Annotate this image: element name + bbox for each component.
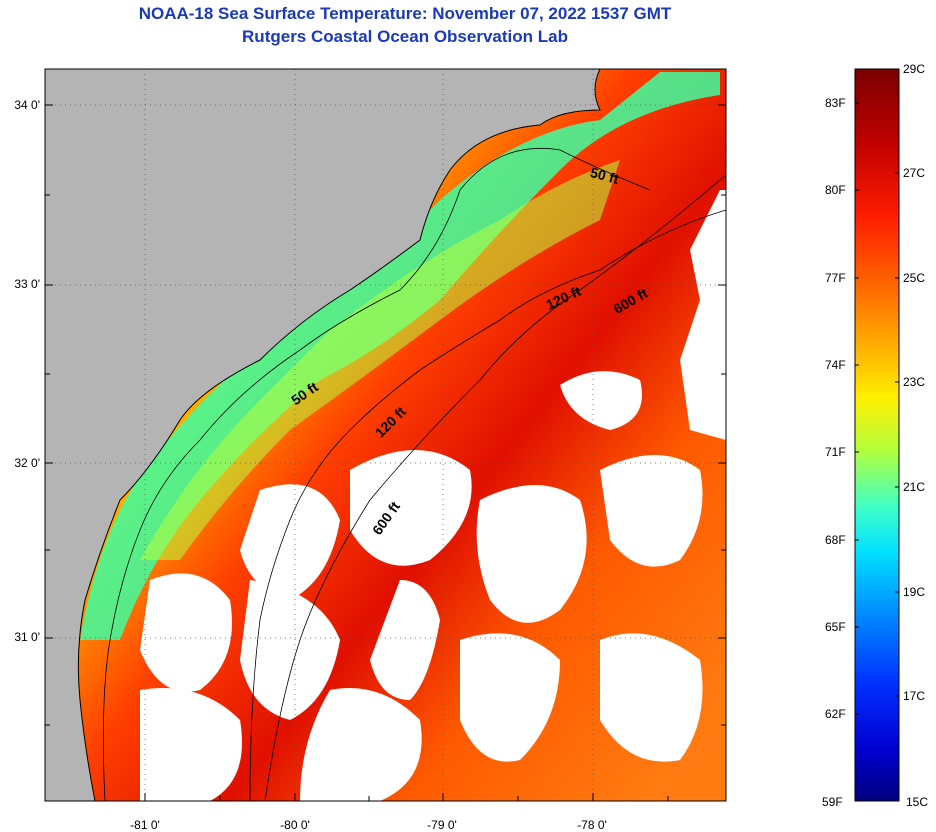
nearshore-green-band xyxy=(140,160,620,560)
map-title: NOAA-18 Sea Surface Temperature: Novembe… xyxy=(138,4,672,23)
lat-label-32: 32 0' xyxy=(14,456,40,470)
lon-label-80: -80 0' xyxy=(280,818,310,832)
coastline xyxy=(77,69,601,801)
colorbar-c-25: 25C xyxy=(903,271,926,285)
map-graticule xyxy=(45,69,726,801)
isobath-50ft xyxy=(102,147,651,801)
colorbar-c-23: 23C xyxy=(903,375,926,389)
colorbar-f-77: 77F xyxy=(825,271,846,285)
colorbar-c-19: 19C xyxy=(903,585,926,599)
colorbar-f-62: 62F xyxy=(825,707,846,721)
colorbar-f-74: 74F xyxy=(825,358,846,372)
cloud-mask xyxy=(140,190,726,801)
lat-label-34: 34 0' xyxy=(14,98,40,112)
lon-label-81: -81 0' xyxy=(130,818,160,832)
map-frame xyxy=(44,68,727,802)
colorbar xyxy=(854,68,900,802)
colorbar-c-15: 15C xyxy=(906,795,929,809)
isobath-120ft xyxy=(249,209,726,801)
colorbar-c-29: 29C xyxy=(903,62,926,76)
contour-label-50ft-north: 50 ft xyxy=(589,164,621,187)
colorbar-f-59: 59F xyxy=(822,795,843,809)
lat-label-31: 31 0' xyxy=(14,630,40,644)
colorbar-f-83: 83F xyxy=(825,96,846,110)
lon-label-79: -79 0' xyxy=(427,818,457,832)
nearshore-cool-band xyxy=(80,72,720,640)
colorbar-f-71: 71F xyxy=(825,445,846,459)
colorbar-f-65: 65F xyxy=(825,620,846,634)
map-subtitle: Rutgers Coastal Ocean Observation Lab xyxy=(242,27,568,46)
map-frame-ticks xyxy=(45,104,726,801)
colorbar-f-80: 80F xyxy=(825,183,846,197)
colorbar-c-17: 17C xyxy=(903,689,926,703)
lon-label-78: -78 0' xyxy=(577,818,607,832)
land-mass xyxy=(45,69,600,801)
colorbar-f-68: 68F xyxy=(825,533,846,547)
lat-label-33: 33 0' xyxy=(14,277,40,291)
colorbar-c-27: 27C xyxy=(903,166,926,180)
colorbar-ticks xyxy=(855,68,899,802)
colorbar-c-21: 21C xyxy=(903,480,926,494)
isobath-600ft xyxy=(264,174,726,801)
